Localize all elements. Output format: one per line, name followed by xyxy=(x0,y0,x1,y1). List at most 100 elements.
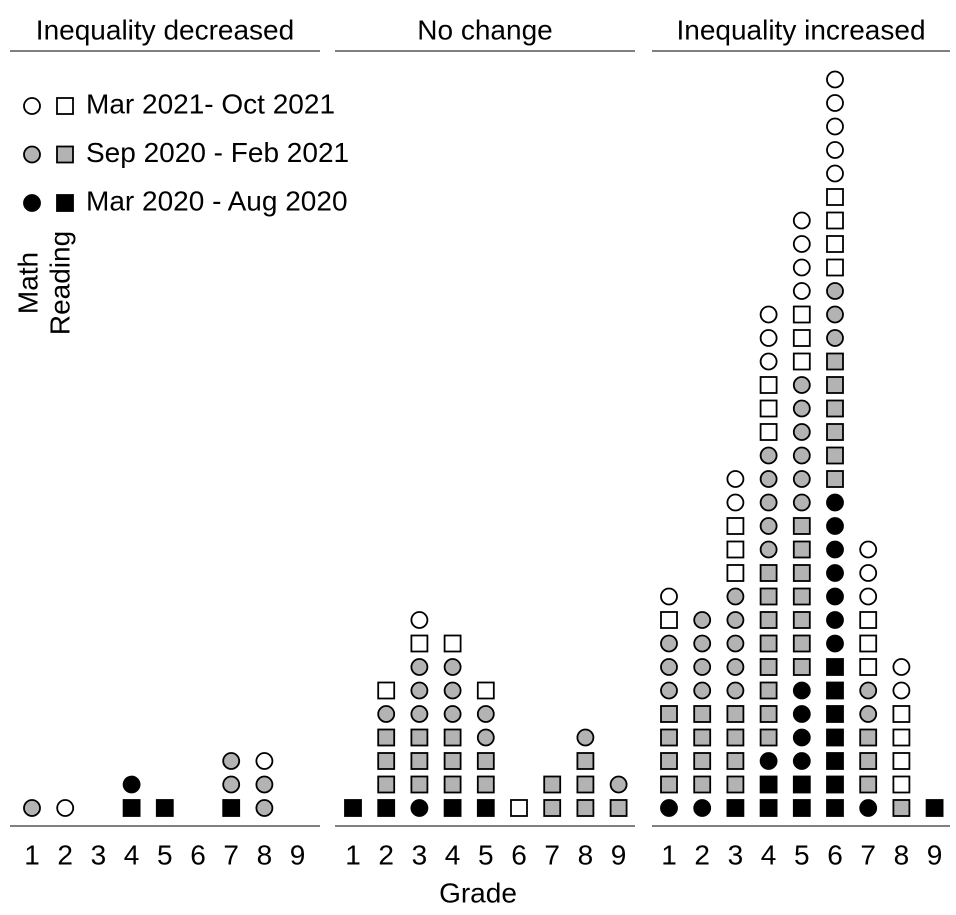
legend-label: Mar 2020 - Aug 2020 xyxy=(86,185,348,216)
square-marker xyxy=(892,728,911,747)
circle-marker xyxy=(726,587,745,606)
panel-title: Inequality decreased xyxy=(36,14,294,45)
circle-marker xyxy=(792,399,811,418)
square-marker xyxy=(826,423,844,441)
circle-marker xyxy=(826,329,844,347)
circle-marker xyxy=(122,775,141,794)
x-tick-label: 8 xyxy=(578,839,594,870)
square-marker xyxy=(892,705,911,723)
circle-marker xyxy=(476,728,495,747)
square-marker xyxy=(660,728,678,747)
square-marker xyxy=(859,775,878,794)
square-marker xyxy=(826,211,844,230)
square-marker xyxy=(826,658,844,676)
circle-marker xyxy=(476,705,495,723)
square-marker xyxy=(56,194,74,212)
square-marker xyxy=(510,799,528,817)
circle-marker xyxy=(726,611,745,629)
square-marker xyxy=(660,705,678,723)
circle-marker xyxy=(609,775,628,794)
square-marker xyxy=(759,705,778,723)
circle-marker xyxy=(693,611,712,629)
square-marker xyxy=(859,611,878,629)
x-tick-label: 9 xyxy=(927,839,943,870)
square-marker xyxy=(543,775,562,794)
square-marker xyxy=(826,258,844,277)
square-marker xyxy=(410,728,429,747)
square-marker xyxy=(443,728,462,747)
square-marker xyxy=(56,145,74,164)
circle-marker xyxy=(792,470,811,488)
square-marker xyxy=(826,752,844,770)
square-marker xyxy=(122,799,141,817)
square-marker xyxy=(792,329,811,347)
x-tick-label: 2 xyxy=(694,839,710,870)
circle-marker xyxy=(576,728,595,747)
circle-marker xyxy=(792,423,811,441)
x-tick-label: 6 xyxy=(827,839,843,870)
circle-marker xyxy=(792,728,811,747)
circle-marker xyxy=(377,705,396,723)
circle-marker xyxy=(792,376,811,394)
square-marker xyxy=(759,564,778,582)
circle-marker xyxy=(859,705,878,723)
square-marker xyxy=(476,775,495,794)
circle-marker xyxy=(826,587,844,606)
square-marker xyxy=(759,611,778,629)
circle-marker xyxy=(759,352,778,371)
circle-marker xyxy=(443,681,462,700)
circle-marker xyxy=(255,752,274,770)
circle-marker xyxy=(410,705,429,723)
square-marker xyxy=(792,540,811,559)
circle-marker xyxy=(892,658,911,676)
legend-subject: Reading xyxy=(44,231,75,335)
circle-marker xyxy=(859,540,878,559)
square-marker xyxy=(726,775,745,794)
circle-marker xyxy=(726,493,745,512)
circle-marker xyxy=(660,587,678,606)
square-marker xyxy=(826,799,844,817)
x-tick-label: 7 xyxy=(544,839,560,870)
square-marker xyxy=(660,775,678,794)
circle-marker xyxy=(792,446,811,465)
circle-marker xyxy=(726,634,745,653)
square-marker xyxy=(826,446,844,465)
circle-marker xyxy=(23,145,41,164)
x-tick-label: 9 xyxy=(611,839,627,870)
x-tick-label: 4 xyxy=(445,839,461,870)
square-marker xyxy=(792,611,811,629)
circle-marker xyxy=(859,799,878,817)
circle-marker xyxy=(859,681,878,700)
square-marker xyxy=(222,799,241,817)
circle-marker xyxy=(759,517,778,535)
square-marker xyxy=(892,752,911,770)
circle-marker xyxy=(255,799,274,817)
x-tick-label: 8 xyxy=(257,839,273,870)
square-marker xyxy=(443,752,462,770)
square-marker xyxy=(826,188,844,206)
circle-marker xyxy=(826,94,844,112)
square-marker xyxy=(476,752,495,770)
square-marker xyxy=(759,775,778,794)
circle-marker xyxy=(693,681,712,700)
square-marker xyxy=(693,705,712,723)
square-marker xyxy=(792,587,811,606)
x-tick-label: 4 xyxy=(124,839,140,870)
circle-marker xyxy=(792,211,811,230)
x-tick-label: 1 xyxy=(661,839,677,870)
square-marker xyxy=(859,752,878,770)
circle-marker xyxy=(660,658,678,676)
square-marker xyxy=(726,799,745,817)
square-marker xyxy=(792,775,811,794)
square-marker xyxy=(826,775,844,794)
circle-marker xyxy=(859,587,878,606)
circle-marker xyxy=(892,681,911,700)
square-marker xyxy=(443,799,462,817)
circle-marker xyxy=(826,117,844,136)
square-marker xyxy=(726,752,745,770)
circle-marker xyxy=(410,658,429,676)
x-tick-label: 5 xyxy=(157,839,173,870)
circle-marker xyxy=(826,70,844,89)
circle-marker xyxy=(792,752,811,770)
square-marker xyxy=(759,681,778,700)
